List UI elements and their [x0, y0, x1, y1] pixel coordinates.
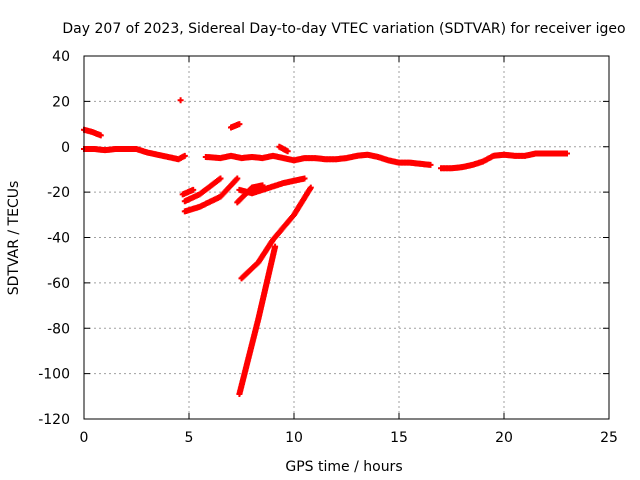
x-tick-label: 25 — [600, 430, 618, 446]
x-tick-label: 10 — [285, 430, 303, 446]
y-tick-label: 0 — [61, 140, 70, 156]
data-point — [301, 175, 308, 182]
x-tick-label: 0 — [80, 430, 89, 446]
data-points — [81, 97, 570, 398]
data-point — [234, 175, 241, 182]
grid-lines — [84, 56, 609, 419]
y-tick-label: -80 — [47, 321, 70, 337]
y-tick-label: 40 — [52, 49, 70, 65]
data-point — [427, 161, 434, 168]
data-point — [177, 97, 184, 104]
data-point — [190, 186, 197, 193]
data-point — [181, 152, 188, 159]
x-axis-label: GPS time / hours — [285, 459, 402, 475]
chart-title: Day 207 of 2023, Sidereal Day-to-day VTE… — [62, 21, 625, 37]
x-tick-label: 5 — [185, 430, 194, 446]
data-point — [284, 148, 291, 155]
y-tick-label: -120 — [38, 412, 70, 428]
plot-frame — [83, 55, 610, 420]
y-tick-label: -20 — [47, 185, 70, 201]
data-point — [307, 184, 314, 191]
data-point — [272, 243, 279, 250]
data-point — [97, 132, 104, 139]
y-tick-label: -40 — [47, 231, 70, 247]
data-point — [259, 182, 266, 189]
axis-ticks: 0 5 10 15 20 25 -120 -100 -80 -60 -40 -20 0 20 40 — [38, 49, 618, 446]
data-point — [236, 121, 243, 128]
y-tick-label: -60 — [47, 276, 70, 292]
y-axis-label: SDTVAR / TECUs — [6, 181, 22, 296]
x-tick-label: 15 — [390, 430, 408, 446]
y-tick-label: -100 — [38, 367, 70, 383]
data-point — [217, 175, 224, 182]
data-point — [564, 150, 570, 157]
y-tick-label: 20 — [52, 94, 70, 110]
x-tick-label: 20 — [495, 430, 513, 446]
